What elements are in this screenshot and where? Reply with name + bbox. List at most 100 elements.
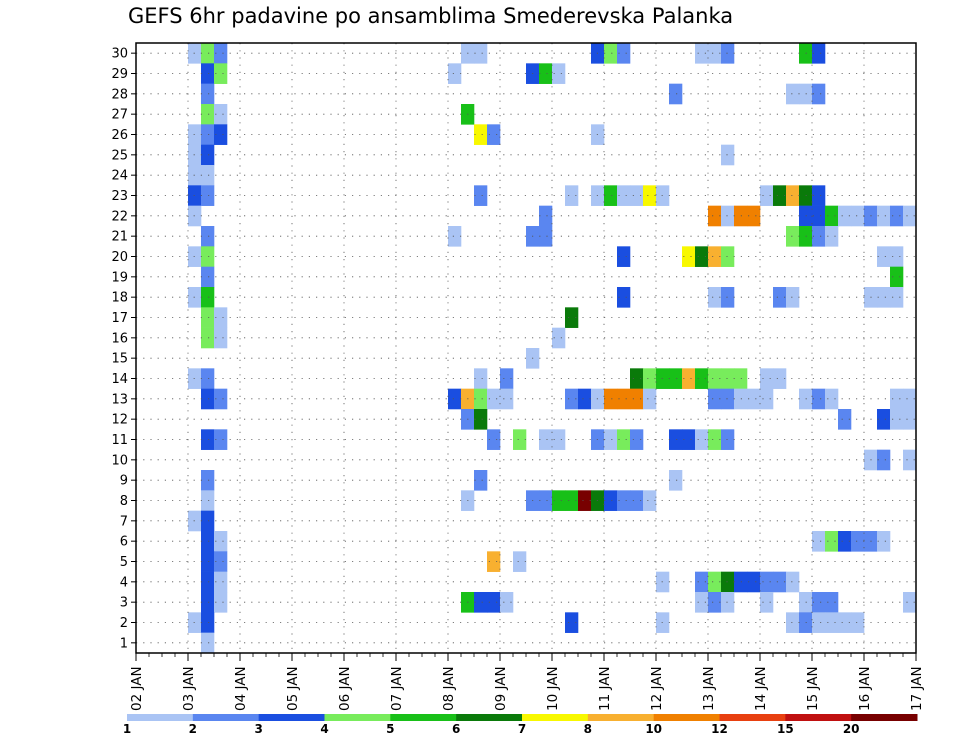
data-cell bbox=[708, 388, 722, 410]
data-cell bbox=[851, 531, 865, 552]
data-cell bbox=[734, 388, 748, 410]
data-cell bbox=[760, 571, 774, 593]
data-cell bbox=[474, 185, 488, 206]
x-tick-label: 13 JAN bbox=[701, 666, 717, 711]
data-cell bbox=[747, 571, 761, 593]
data-cell bbox=[201, 510, 215, 532]
colorbar-label: 5 bbox=[386, 722, 394, 736]
data-cell bbox=[903, 205, 917, 227]
data-cell bbox=[760, 388, 774, 410]
cells-layer bbox=[188, 43, 917, 654]
y-tick-label: 28 bbox=[111, 87, 128, 102]
data-cell bbox=[708, 287, 722, 308]
data-cell bbox=[214, 531, 228, 552]
x-tick-label: 07 JAN bbox=[389, 666, 405, 711]
data-cell bbox=[565, 185, 579, 206]
data-cell bbox=[201, 592, 215, 613]
data-cell bbox=[695, 429, 709, 450]
data-cell bbox=[630, 368, 644, 389]
y-tick-label: 13 bbox=[111, 392, 128, 407]
data-cell bbox=[487, 592, 501, 613]
x-tick-label: 14 JAN bbox=[753, 666, 769, 711]
y-tick-label: 12 bbox=[111, 413, 128, 428]
data-cell bbox=[877, 246, 891, 267]
y-tick-label: 8 bbox=[120, 494, 128, 509]
data-cell bbox=[643, 368, 657, 389]
data-cell bbox=[877, 449, 891, 471]
data-cell bbox=[877, 205, 891, 227]
data-cell bbox=[617, 287, 631, 308]
data-cell bbox=[214, 429, 228, 450]
data-cell bbox=[890, 388, 904, 410]
data-cell bbox=[201, 266, 215, 288]
data-cell bbox=[201, 388, 215, 410]
data-cell bbox=[903, 409, 917, 430]
data-cell bbox=[214, 124, 228, 145]
data-cell bbox=[474, 592, 488, 613]
data-cell bbox=[669, 83, 683, 105]
data-cell bbox=[201, 43, 215, 64]
data-cell bbox=[773, 185, 787, 206]
data-cell bbox=[877, 287, 891, 308]
data-cell bbox=[201, 368, 215, 389]
y-tick-label: 27 bbox=[111, 108, 128, 123]
grid-layer bbox=[136, 43, 916, 653]
data-cell bbox=[747, 388, 761, 410]
x-tick-label: 09 JAN bbox=[493, 666, 509, 711]
data-cell bbox=[682, 246, 696, 267]
data-cell bbox=[214, 592, 228, 613]
colorbar-swatch bbox=[785, 714, 852, 721]
data-cell bbox=[500, 592, 514, 613]
data-cell bbox=[201, 612, 215, 633]
data-cell bbox=[669, 368, 683, 389]
data-cell bbox=[695, 571, 709, 593]
data-cell bbox=[838, 205, 852, 227]
data-cell bbox=[578, 388, 592, 410]
y-tick-label: 14 bbox=[111, 372, 128, 387]
colorbar-swatch bbox=[587, 714, 655, 721]
data-cell bbox=[838, 409, 852, 430]
data-cell bbox=[877, 531, 891, 552]
data-cell bbox=[903, 388, 917, 410]
data-cell bbox=[786, 612, 800, 633]
data-cell bbox=[604, 43, 618, 64]
data-cell bbox=[773, 368, 787, 389]
data-cell bbox=[786, 571, 800, 593]
colorbar-swatch bbox=[456, 714, 523, 721]
data-cell bbox=[890, 287, 904, 308]
data-cell bbox=[214, 63, 228, 84]
y-tick-label: 4 bbox=[120, 575, 128, 590]
data-cell bbox=[552, 429, 566, 450]
x-tick-label: 08 JAN bbox=[441, 666, 457, 711]
data-cell bbox=[201, 83, 215, 105]
data-cell bbox=[617, 246, 631, 267]
colorbar-label: 20 bbox=[843, 722, 860, 736]
data-cell bbox=[214, 388, 228, 410]
data-cell bbox=[734, 571, 748, 593]
colorbar-swatch bbox=[192, 714, 260, 721]
x-tick-label: 16 JAN bbox=[857, 666, 873, 711]
data-cell bbox=[552, 327, 566, 349]
data-cell bbox=[760, 185, 774, 206]
y-tick-label: 25 bbox=[111, 148, 128, 163]
colorbar-label: 12 bbox=[711, 722, 728, 736]
x-tick-label: 12 JAN bbox=[649, 666, 665, 711]
data-cell bbox=[682, 429, 696, 450]
x-tick-label: 02 JAN bbox=[129, 666, 145, 711]
data-cell bbox=[487, 551, 501, 572]
data-cell bbox=[812, 205, 826, 227]
colorbar-label: 8 bbox=[584, 722, 592, 736]
data-cell bbox=[201, 632, 215, 654]
data-cell bbox=[721, 205, 735, 227]
data-cell bbox=[604, 185, 618, 206]
data-cell bbox=[708, 43, 722, 64]
data-cell bbox=[851, 612, 865, 633]
data-cell bbox=[604, 490, 618, 511]
data-cell bbox=[643, 185, 657, 206]
colorbar-swatch bbox=[127, 714, 194, 721]
data-cell bbox=[617, 185, 631, 206]
data-cell bbox=[695, 592, 709, 613]
data-cell bbox=[630, 429, 644, 450]
data-cell bbox=[474, 409, 488, 430]
